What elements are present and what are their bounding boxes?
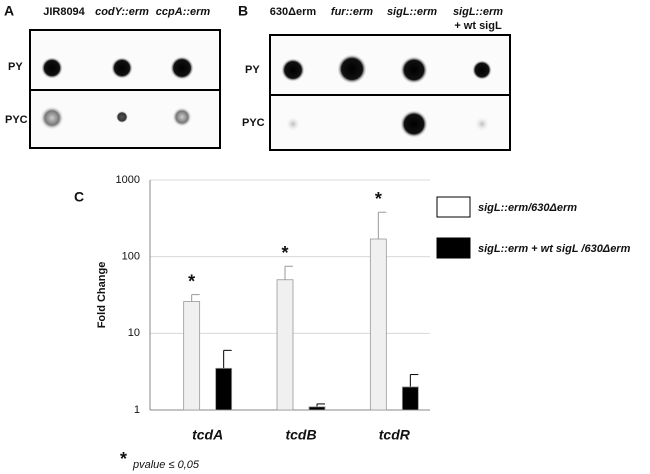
bar — [369, 238, 387, 411]
column-header: codY::erm — [95, 6, 149, 18]
blot-dot — [281, 58, 305, 82]
column-header: sigL::erm — [387, 6, 437, 18]
blot-frame — [269, 34, 511, 151]
x-tick-label: tcdA — [192, 427, 223, 443]
row-label: PYC — [242, 117, 265, 129]
blot-dot — [41, 57, 63, 79]
y-axis-label: Fold Change — [96, 262, 108, 329]
blot-dot — [400, 56, 428, 84]
x-tick-label: tcdR — [379, 427, 411, 443]
legend-swatch — [436, 237, 471, 259]
column-header: 630Δerm — [270, 6, 317, 18]
panel-label: A — [4, 3, 14, 19]
blot-dot — [472, 60, 492, 80]
legend-label: sigL::erm/630Δerm — [478, 202, 577, 214]
footnote-symbol: * — [120, 449, 127, 469]
bar — [183, 301, 201, 411]
y-tick-label: 10 — [128, 327, 140, 339]
legend-label: sigL::erm + wt sigL /630Δerm — [478, 243, 631, 255]
column-header: ccpA::erm — [156, 6, 211, 18]
significance-mark: * — [188, 271, 195, 291]
row-label: PY — [8, 61, 23, 73]
blot-dot — [400, 110, 428, 138]
y-tick-label: 1 — [134, 404, 140, 416]
panel-label: B — [238, 3, 248, 19]
blot-dot — [172, 107, 192, 127]
x-tick-label: tcdB — [285, 427, 316, 443]
column-header: JIR8094 — [43, 6, 85, 18]
blot-dot — [474, 116, 490, 132]
bar — [308, 406, 326, 411]
significance-mark: * — [281, 243, 288, 263]
row-label: PY — [245, 64, 260, 76]
y-tick-label: 100 — [122, 251, 140, 263]
significance-mark: * — [375, 189, 382, 209]
blot-dot — [337, 54, 367, 84]
footnote: pvalue ≤ 0,05 — [132, 459, 200, 471]
y-tick-label: 1000 — [116, 174, 140, 186]
column-header: fur::erm — [331, 6, 373, 18]
column-header: sigL::erm — [453, 6, 503, 18]
blot-dot — [40, 106, 64, 130]
blot-dot — [116, 111, 128, 123]
panel-label: C — [74, 189, 84, 205]
bar — [276, 279, 294, 411]
column-note: + wt sigL — [454, 20, 502, 32]
row-label: PYC — [5, 114, 28, 126]
bar — [215, 367, 233, 411]
bar — [401, 386, 419, 411]
blot-dot — [111, 57, 133, 79]
blot-dot — [170, 56, 194, 80]
legend-swatch — [436, 196, 471, 218]
blot-dot — [285, 116, 301, 132]
